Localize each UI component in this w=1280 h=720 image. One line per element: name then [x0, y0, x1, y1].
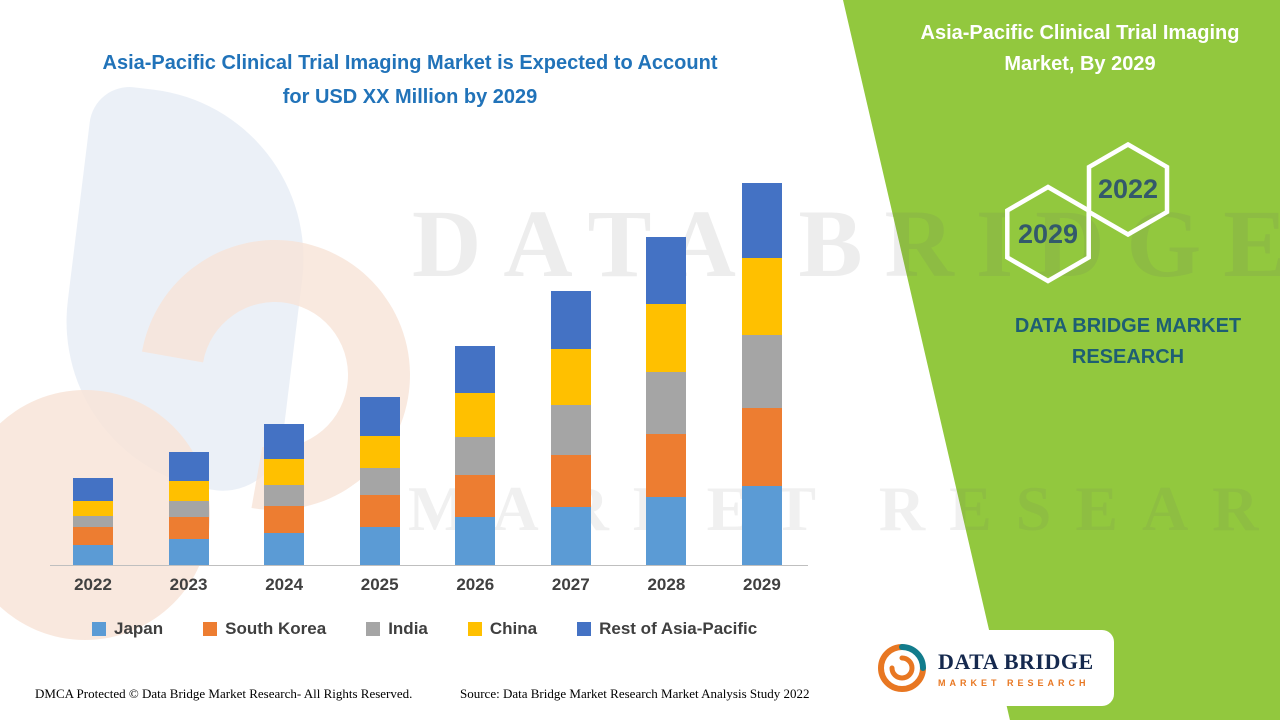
- legend-label-south-korea: South Korea: [225, 619, 327, 638]
- bar-stack-2028: [646, 237, 687, 565]
- x-axis-label-2027: 2027: [551, 575, 590, 594]
- legend-item-india: India: [366, 619, 428, 639]
- bar-chart: 2022 2023 2024 2025 2026 2027 2028 2029: [55, 145, 800, 594]
- bar-segment-rest-of-asia-pacific: [741, 183, 782, 258]
- bar-segment-south-korea: [264, 506, 305, 533]
- legend-item-south-korea: South Korea: [203, 619, 326, 639]
- bar-column-2027: 2027: [550, 145, 591, 594]
- legend-label-china: China: [489, 619, 538, 638]
- bar-segment-rest-of-asia-pacific: [264, 424, 305, 459]
- bar-stack-2027: [550, 291, 591, 565]
- bar-segment-japan: [646, 497, 687, 565]
- legend-item-china: China: [467, 619, 538, 639]
- bar-stack-2022: [73, 478, 113, 565]
- bar-segment-china: [455, 393, 496, 437]
- bar-segment-japan: [359, 527, 400, 565]
- bar-segment-japan: [73, 545, 113, 565]
- x-axis-label-2026: 2026: [456, 575, 495, 594]
- bar-column-2029: 2029: [741, 145, 782, 594]
- bar-stack-2024: [264, 424, 305, 565]
- bar-segment-japan: [264, 533, 305, 565]
- legend-label-rest-of-asia-pacific: Rest of Asia-Pacific: [599, 619, 758, 638]
- bar-segment-south-korea: [359, 495, 400, 527]
- chart-title-line1: Asia-Pacific Clinical Trial Imaging Mark…: [102, 52, 718, 74]
- bar-column-2028: 2028: [646, 145, 687, 594]
- chart-title-line2: for USD XX Million by 2029: [282, 86, 538, 108]
- logo-texts: DATA BRIDGE MARKET RESEARCH: [938, 649, 1094, 688]
- chart-legend: Japan South Korea India China Rest of Asia-P…: [92, 619, 757, 639]
- side-panel-title: Asia-Pacific Clinical Trial Imaging Mark…: [920, 22, 1240, 75]
- data-bridge-logo: DATA BRIDGE MARKET RESEARCH: [862, 630, 1114, 706]
- legend-swatch-south-korea: [203, 622, 218, 636]
- bar-column-2026: 2026: [455, 145, 496, 594]
- x-axis-label-2029: 2029: [743, 575, 781, 594]
- bar-segment-china: [168, 481, 209, 501]
- source-note: Source: Data Bridge Market Research Mark…: [460, 686, 810, 701]
- dmca-notice: DMCA Protected © Data Bridge Market Rese…: [35, 686, 413, 701]
- hexagon-2022-label: 2022: [1098, 174, 1158, 204]
- bar-segment-rest-of-asia-pacific: [646, 237, 687, 304]
- brand-text: DATA BRIDGE MARKET RESEARCH: [1014, 315, 1242, 368]
- bar-segment-india: [741, 335, 782, 408]
- bar-column-2023: 2023: [168, 145, 209, 594]
- x-axis-line: [50, 565, 808, 566]
- bar-stack-2023: [168, 452, 209, 565]
- bar-segment-china: [646, 304, 687, 372]
- chart-title: Asia-Pacific Clinical Trial Imaging Mark…: [60, 46, 760, 114]
- bar-segment-china: [550, 349, 591, 405]
- logo-name: DATA BRIDGE: [938, 648, 1094, 674]
- bar-stack-2029: [741, 183, 782, 565]
- bar-column-2025: 2025: [359, 145, 400, 594]
- bar-segment-south-korea: [73, 527, 113, 545]
- bar-stack-2025: [359, 397, 400, 565]
- bar-column-2024: 2024: [264, 145, 305, 594]
- x-axis-label-2022: 2022: [74, 575, 112, 594]
- bar-segment-china: [264, 459, 305, 485]
- legend-swatch-rest-of-asia-pacific: [577, 622, 592, 636]
- bar-stack-2026: [455, 346, 496, 565]
- bar-segment-india: [264, 485, 305, 506]
- bar-segment-china: [741, 258, 782, 335]
- bar-column-2022: 2022: [73, 145, 113, 594]
- bar-segment-japan: [550, 507, 591, 565]
- data-bridge-logo-icon: [878, 644, 926, 692]
- bar-segment-south-korea: [741, 408, 782, 486]
- bar-segment-japan: [741, 486, 782, 565]
- legend-swatch-japan: [92, 622, 106, 636]
- x-axis-label-2024: 2024: [265, 575, 304, 594]
- bar-segment-india: [455, 437, 496, 475]
- legend-item-rest-of-asia-pacific: Rest of Asia-Pacific: [577, 619, 757, 639]
- legend-label-india: India: [388, 619, 428, 638]
- bar-segment-india: [550, 405, 591, 455]
- legend-swatch-india: [366, 622, 381, 636]
- bar-segment-india: [73, 516, 113, 527]
- bar-segment-rest-of-asia-pacific: [455, 346, 496, 393]
- logo-subtitle: MARKET RESEARCH: [938, 677, 1090, 688]
- bar-segment-rest-of-asia-pacific: [359, 397, 400, 436]
- hexagon-2029-label: 2029: [1018, 219, 1078, 249]
- bar-segment-india: [359, 468, 400, 495]
- bar-segment-rest-of-asia-pacific: [168, 452, 209, 481]
- bar-segment-india: [168, 501, 209, 517]
- x-axis-label-2023: 2023: [169, 575, 208, 594]
- bar-segment-south-korea: [646, 434, 687, 497]
- bar-segment-japan: [168, 539, 209, 565]
- bar-segment-rest-of-asia-pacific: [73, 478, 113, 501]
- x-axis-label-2028: 2028: [647, 575, 686, 594]
- bar-segment-rest-of-asia-pacific: [550, 291, 591, 349]
- hexagon-2022-outline: [1086, 142, 1170, 238]
- bar-segment-china: [73, 501, 113, 516]
- legend-swatch-china: [467, 622, 482, 636]
- legend-item-japan: Japan: [92, 619, 163, 639]
- bar-segment-japan: [455, 517, 496, 565]
- bar-segment-south-korea: [455, 475, 496, 517]
- legend-label-japan: Japan: [114, 619, 164, 638]
- x-axis-label-2025: 2025: [360, 575, 399, 594]
- bar-segment-china: [359, 436, 400, 468]
- bar-segment-south-korea: [168, 517, 209, 539]
- year-hexagons: 2029 2022: [1005, 142, 1170, 284]
- bar-segment-south-korea: [550, 455, 591, 507]
- bar-segment-india: [646, 372, 687, 434]
